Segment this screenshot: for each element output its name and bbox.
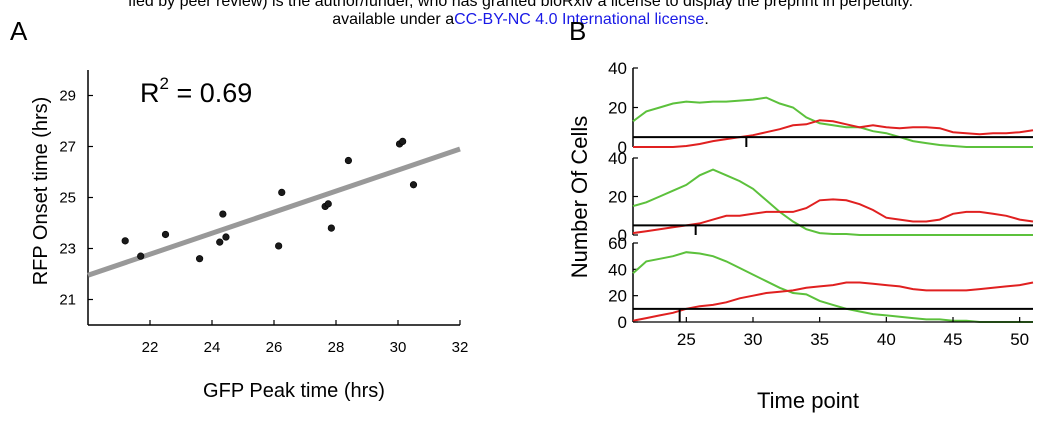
timecourse-x-tick-label: 35 [810, 330, 829, 349]
scatter-point [222, 233, 230, 241]
timecourse-y-tick-label: 40 [608, 59, 627, 78]
scatter-point [275, 242, 283, 250]
timecourse-y-tick-label: 0 [618, 138, 627, 157]
gfp-series-line [632, 168, 1033, 236]
scatter-y-axis-label: RFP Onset time (hrs) [30, 97, 52, 286]
scatter-x-tick-label: 22 [142, 339, 159, 356]
scatter-point [161, 230, 170, 239]
scatter-x-tick-label: 30 [390, 339, 407, 356]
panel-label-b: B [569, 16, 586, 46]
timecourse-x-tick-label: 40 [877, 330, 896, 349]
gfp-series-line [632, 96, 1033, 148]
timecourse-x-axis-label: Time point [757, 388, 859, 413]
scatter-point [196, 255, 204, 263]
scatter-x-tick-label: 26 [266, 339, 283, 356]
scatter-chart: R2 = 0.69 GFP Peak time (hrs) RFP Onset … [30, 70, 468, 402]
scatter-x-tick-label: 28 [328, 339, 345, 356]
timecourse-y-tick-label: 20 [608, 99, 627, 118]
r2-annotation-superscript: 2 [160, 74, 169, 93]
banner-line-1: fied by peer review) is the author/funde… [127, 0, 914, 10]
timecourse-x-tick-label: 45 [944, 330, 963, 349]
scatter-x-tick-label: 24 [204, 339, 221, 356]
scatter-y-tick-label: 25 [59, 190, 76, 207]
r2-annotation-base: R [140, 78, 160, 108]
fit-line [87, 146, 461, 278]
scatter-point [327, 224, 335, 232]
timecourse-y-tick-label: 0 [618, 313, 627, 332]
timecourse-y-tick-label: 40 [608, 149, 627, 168]
license-link[interactable]: CC-BY-NC 4.0 International license [454, 11, 705, 28]
scatter-point [399, 137, 407, 145]
banner-line-2-prefix: available under a [332, 11, 455, 28]
scatter-point [216, 238, 224, 246]
timecourse-y-tick-label: 60 [608, 234, 627, 253]
panel-label-a: A [10, 16, 28, 46]
scatter-point [278, 188, 286, 196]
scatter-y-tick-label: 27 [59, 139, 76, 156]
scatter-point [409, 181, 418, 189]
scatter-x-axis-label: GFP Peak time (hrs) [203, 380, 385, 402]
scatter-point [344, 156, 353, 165]
timecourse-x-tick-label: 30 [744, 330, 763, 349]
scatter-point [121, 237, 129, 245]
timecourse-y-tick-label: 20 [608, 188, 627, 207]
r2-annotation: R2 = 0.69 [140, 74, 252, 108]
scatter-y-tick-label: 21 [59, 292, 76, 309]
timecourse-y-tick-label: 20 [608, 287, 627, 306]
timecourse-x-tick-label: 25 [677, 330, 696, 349]
rfp-series-line [633, 119, 1034, 148]
scatter-x-tick-label: 32 [452, 339, 469, 356]
timecourse-y-axis-label: Number Of Cells [567, 116, 592, 279]
scatter-y-tick-label: 23 [59, 241, 76, 258]
timecourse-chart: Time point Number Of Cells 0204002040020… [567, 59, 1034, 413]
scatter-point [219, 210, 227, 218]
timecourse-y-tick-label: 40 [608, 260, 627, 279]
gfp-series-line [632, 251, 1033, 323]
rfp-series-line [632, 281, 1034, 322]
r2-annotation-value: = 0.69 [169, 78, 252, 108]
scatter-y-tick-label: 29 [59, 88, 76, 105]
timecourse-y-tick-label: 0 [618, 226, 627, 245]
banner-line-2-suffix: . [704, 11, 709, 28]
banner-line-2: available under aCC-BY-NC 4.0 Internatio… [0, 11, 1041, 28]
rfp-series-line [632, 198, 1034, 235]
scatter-point [324, 200, 332, 208]
scatter-point [137, 252, 145, 260]
timecourse-x-tick-label: 50 [1010, 330, 1029, 349]
